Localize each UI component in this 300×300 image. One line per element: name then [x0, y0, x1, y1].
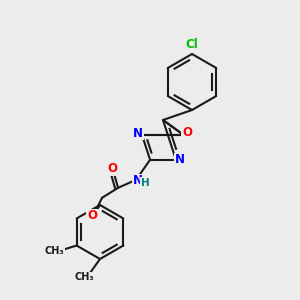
- Text: N: N: [175, 153, 185, 166]
- Text: CH₃: CH₃: [74, 272, 94, 282]
- Text: H: H: [141, 178, 149, 188]
- Text: O: O: [107, 162, 117, 175]
- Text: O: O: [182, 126, 192, 139]
- Text: CH₃: CH₃: [45, 245, 64, 256]
- Text: N: N: [133, 174, 143, 187]
- Text: N: N: [133, 127, 143, 140]
- Text: Cl: Cl: [186, 38, 198, 52]
- Text: O: O: [87, 209, 97, 222]
